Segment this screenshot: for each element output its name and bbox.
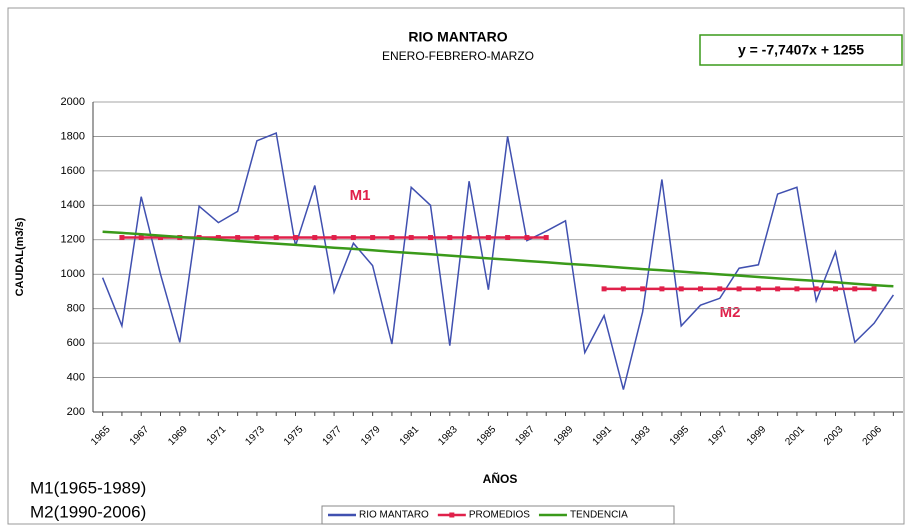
- y-tick-label: 1800: [61, 130, 85, 142]
- marker: [235, 235, 241, 241]
- marker: [485, 235, 491, 241]
- y-tick-label: 1600: [61, 165, 85, 177]
- marker: [524, 235, 530, 241]
- legend-marker: [449, 512, 455, 518]
- legend-label: TENDENCIA: [570, 510, 628, 521]
- marker: [833, 286, 838, 292]
- marker: [717, 286, 723, 292]
- marker: [871, 286, 877, 292]
- y-axis-label: CAUDAL(m3/s): [14, 217, 26, 296]
- marker: [119, 235, 125, 241]
- series-line: [101, 131, 895, 390]
- note: M2(1990-2006): [30, 502, 146, 521]
- marker: [678, 286, 684, 292]
- legend-label: PROMEDIOS: [469, 510, 530, 521]
- equation: y = -7,7407x + 1255: [738, 42, 864, 58]
- marker: [312, 235, 318, 241]
- equation-box: [699, 34, 903, 66]
- marker: [601, 286, 607, 292]
- marker: [505, 235, 511, 241]
- marker: [273, 235, 279, 241]
- marker: [543, 235, 549, 241]
- marker: [389, 235, 395, 241]
- m2-label: M2: [720, 304, 741, 321]
- y-tick-label: 1200: [61, 234, 85, 246]
- marker: [138, 235, 144, 241]
- marker: [370, 235, 376, 241]
- marker: [620, 286, 626, 292]
- marker: [698, 286, 703, 292]
- marker: [215, 235, 221, 241]
- series-line: [102, 230, 894, 288]
- marker: [158, 235, 163, 241]
- y-tick-label: 2000: [61, 96, 85, 108]
- marker: [254, 235, 260, 241]
- x-axis-label: AÑOS: [483, 471, 518, 486]
- marker: [852, 286, 858, 292]
- marker: [794, 286, 800, 292]
- marker: [813, 286, 819, 292]
- y-tick-label: 800: [67, 303, 85, 315]
- note: M1(1965-1989): [30, 478, 146, 497]
- marker: [466, 235, 472, 241]
- marker: [350, 235, 356, 241]
- y-tick-label: 1000: [61, 268, 85, 280]
- y-tick-label: 400: [67, 371, 85, 383]
- y-tick-label: 200: [67, 406, 85, 418]
- marker: [293, 235, 298, 241]
- marker: [331, 235, 337, 241]
- marker: [640, 286, 646, 292]
- y-tick-label: 1400: [61, 199, 85, 211]
- m1-label: M1: [350, 187, 371, 204]
- marker: [755, 286, 761, 292]
- y-tick-label: 600: [67, 337, 85, 349]
- marker: [736, 286, 742, 292]
- marker: [447, 235, 453, 241]
- legend: [321, 505, 675, 525]
- marker: [408, 235, 414, 241]
- legend-label: RIO MANTARO: [359, 510, 429, 521]
- marker: [775, 286, 781, 292]
- chart-title: RIO MANTARO: [408, 29, 507, 45]
- marker: [659, 286, 665, 292]
- marker: [428, 235, 433, 241]
- chart-frame: [7, 7, 905, 525]
- chart-subtitle: ENERO-FEBRERO-MARZO: [382, 49, 534, 63]
